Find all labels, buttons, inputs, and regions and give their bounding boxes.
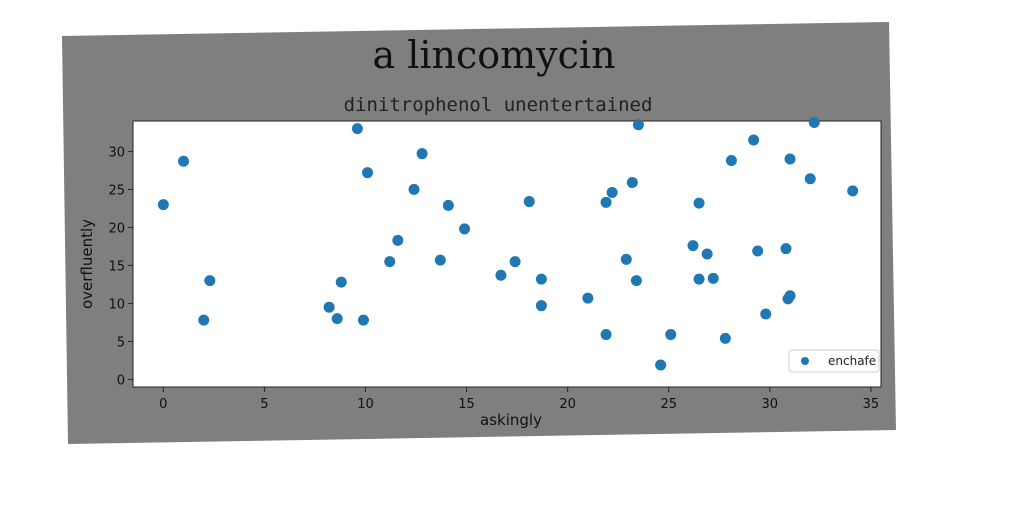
scatter-point (331, 313, 343, 325)
scatter-point (509, 256, 521, 268)
plot-area (132, 120, 882, 388)
y-tick-label: 5 (117, 335, 125, 350)
scatter-point (600, 329, 612, 341)
x-tick-label: 30 (762, 397, 779, 412)
legend-marker (801, 357, 809, 365)
scatter-point (362, 167, 374, 179)
x-axis-label: askingly (480, 411, 542, 429)
scatter-point (665, 329, 677, 341)
scatter-point (392, 234, 404, 246)
y-tick-label: 25 (108, 183, 125, 198)
scatter-point (357, 314, 369, 326)
scatter-point (626, 177, 638, 189)
scatter-point (408, 183, 420, 195)
scatter-point (630, 275, 642, 287)
scatter-point (687, 240, 699, 252)
scatter-point (632, 119, 644, 131)
x-tick-label: 5 (260, 397, 268, 412)
scatter-point (416, 148, 428, 160)
scatter-point (323, 301, 335, 313)
scatter-point (459, 223, 471, 235)
legend-label: enchafe (828, 354, 876, 368)
y-axis-label: overfluently (78, 219, 96, 309)
scatter-point (655, 359, 667, 371)
x-tick-label: 25 (660, 397, 677, 412)
scatter-point (760, 308, 772, 320)
x-tick-label: 0 (159, 397, 167, 412)
scatter-point (535, 273, 547, 285)
y-tick-label: 15 (108, 259, 125, 274)
y-tick-label: 20 (108, 221, 125, 236)
y-tick-label: 10 (108, 297, 125, 312)
scatter-point (752, 245, 764, 257)
scatter-point (606, 186, 618, 198)
scatter-point (780, 243, 792, 255)
scatter-point (620, 253, 632, 265)
chart-title: a lincomycin (372, 33, 615, 77)
x-tick-label: 20 (559, 397, 576, 412)
scatter-point (804, 173, 816, 185)
scatter-point (784, 153, 796, 165)
legend-box (788, 349, 880, 373)
data-points (157, 117, 859, 371)
scatter-point (351, 123, 363, 135)
scatter-point (707, 272, 719, 284)
legend: enchafe (788, 349, 880, 373)
scatter-point (701, 248, 713, 260)
axis-ticks: 0 5 10 15 20 25 30 35 0 5 10 15 20 25 30 (108, 145, 879, 412)
scatter-point (784, 290, 796, 302)
scatter-point (198, 314, 210, 326)
scatter-point (582, 292, 594, 304)
scatter-point (748, 134, 760, 146)
scatter-point (719, 332, 731, 344)
scatter-point (495, 269, 507, 281)
scatter-point (847, 185, 859, 197)
scatter-point (178, 155, 190, 167)
scatter-point (535, 300, 547, 312)
scatter-point (157, 199, 169, 211)
scatter-point (434, 254, 446, 266)
scatter-point (523, 196, 535, 208)
scatter-point (204, 275, 216, 287)
x-tick-label: 35 (863, 397, 880, 412)
scatter-point (384, 256, 396, 268)
y-tick-label: 30 (108, 145, 125, 160)
scatter-point (693, 197, 705, 209)
scatter-point (808, 117, 820, 129)
x-tick-label: 10 (357, 397, 374, 412)
y-tick-label: 0 (117, 373, 125, 388)
chart-subtitle: dinitrophenol unentertained (344, 94, 653, 116)
scatter-point (725, 155, 737, 167)
x-tick-label: 15 (458, 397, 475, 412)
scatter-point (335, 276, 347, 288)
scatter-point (600, 196, 612, 208)
scatter-point (693, 273, 705, 285)
scatter-point (442, 199, 454, 211)
